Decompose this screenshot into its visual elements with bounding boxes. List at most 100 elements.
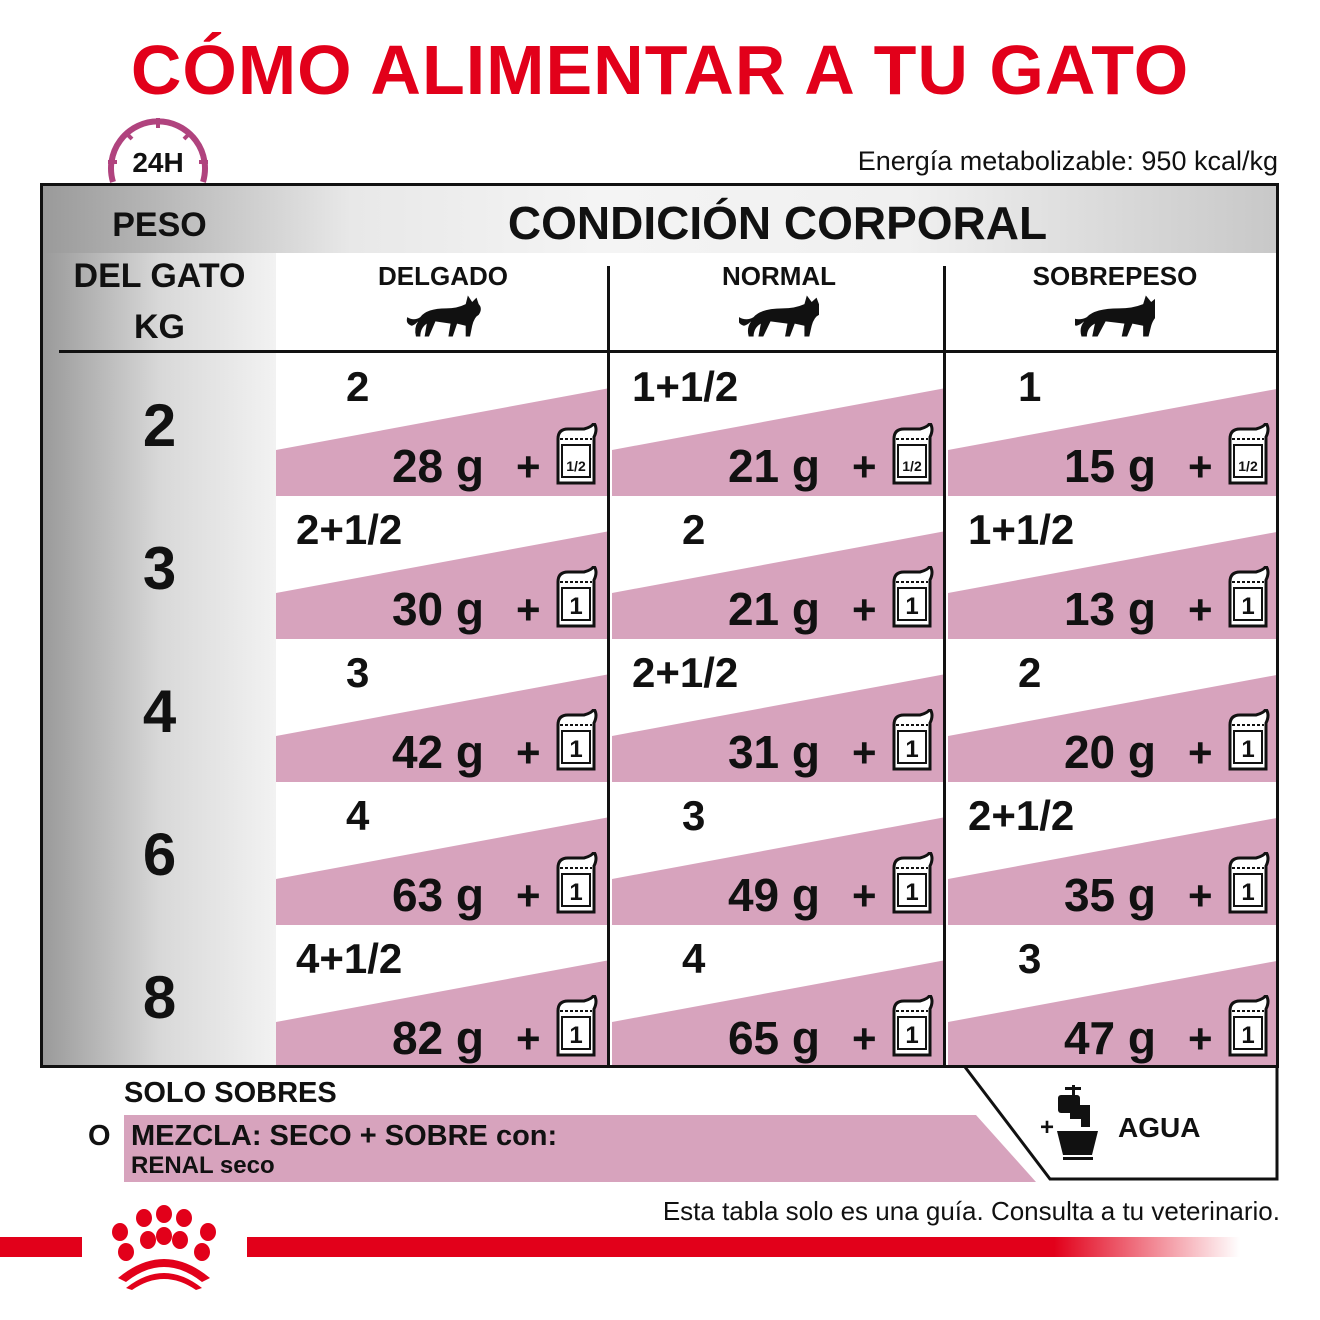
pouch-count: 2	[1018, 649, 1042, 696]
plus-sign: +	[1188, 872, 1213, 919]
solo-sobres-label: SOLO SOBRES	[124, 1077, 337, 1109]
pouch-amount: 1	[905, 593, 918, 620]
pouch-amount: 1	[905, 736, 918, 763]
pink-band	[612, 960, 946, 1065]
pink-band	[276, 388, 610, 496]
cat-weight: 3	[142, 535, 177, 602]
dry-grams: 63 g	[391, 869, 484, 921]
pouch-amount: 1	[569, 1022, 582, 1049]
plus-sign: +	[1188, 443, 1213, 490]
dry-grams: 21 g	[727, 583, 820, 635]
water-box: +	[963, 1065, 1279, 1181]
dry-grams: 15 g	[1063, 440, 1156, 492]
feeding-cell: 3 47 g +1	[948, 925, 1276, 1065]
feeding-cell: 3 42 g +1	[276, 639, 610, 782]
pouch-icon: 1	[1228, 566, 1270, 628]
pink-band	[948, 818, 1276, 925]
cat-silhouette-icon	[948, 293, 1276, 344]
plus-sign: +	[516, 443, 541, 490]
column-headers: DELGADO NORMAL SOBREPESO	[276, 253, 1276, 351]
pouch-amount: 1	[1241, 1022, 1254, 1049]
pink-band	[276, 674, 610, 782]
pouch-count: 2	[682, 506, 706, 553]
pouch-amount: 1	[569, 593, 582, 620]
pouch-count: 3	[1018, 935, 1042, 982]
pink-band	[276, 531, 610, 639]
plus-sign: +	[852, 443, 877, 490]
column-header-delgado: DELGADO	[378, 261, 508, 291]
dry-grams: 30 g	[391, 583, 484, 635]
cat-weight: 8	[142, 964, 177, 1031]
cat-weight: 4	[142, 678, 177, 745]
pouch-icon: 1	[556, 995, 598, 1057]
pouch-count: 3	[682, 792, 706, 839]
pouch-amount: 1	[905, 879, 918, 906]
pouch-icon: 1/2	[556, 423, 598, 485]
pouch-icon: 1	[892, 566, 934, 628]
pouch-count: 2+1/2	[632, 649, 739, 696]
feeding-cell: 2 28 g +1/2	[276, 353, 610, 496]
pouch-icon: 1/2	[892, 423, 934, 485]
or-label: O	[88, 1120, 111, 1152]
dry-grams: 28 g	[391, 440, 484, 492]
pouch-count: 2+1/2	[968, 792, 1075, 839]
pouch-icon: 1	[1228, 995, 1270, 1057]
dry-grams: 21 g	[727, 440, 820, 492]
plus-sign: +	[516, 872, 541, 919]
plus-sign: +	[1188, 586, 1213, 633]
feeding-cell: 2+1/2 30 g +1	[276, 496, 610, 639]
feeding-table: PESO DEL GATO KG CONDICIÓN CORPORAL DELG…	[40, 183, 1279, 1068]
column-header-sobrepeso: SOBREPESO	[1032, 261, 1198, 291]
weight-header: PESO DEL GATO KG	[43, 200, 276, 353]
header-divider	[59, 350, 1276, 353]
cat-weight: 2	[142, 392, 177, 459]
pink-band	[948, 532, 1276, 639]
plus-sign: +	[852, 729, 877, 776]
pink-band	[612, 531, 946, 639]
cat-weight: 6	[142, 821, 177, 888]
plus-sign: +	[516, 729, 541, 776]
pink-band	[276, 817, 610, 925]
water-plus: +	[1040, 1114, 1054, 1141]
plus-sign: +	[1188, 729, 1213, 776]
pouch-icon: 1	[1228, 709, 1270, 771]
pouch-icon: 1/2	[1228, 423, 1270, 485]
column-divider	[943, 266, 946, 1065]
pouch-icon: 1	[892, 995, 934, 1057]
pouch-icon: 1	[556, 852, 598, 914]
pouch-icon: 1	[556, 566, 598, 628]
pouch-count: 4	[346, 792, 370, 839]
pouch-count: 1+1/2	[632, 363, 739, 410]
pouch-count: 1+1/2	[968, 506, 1075, 553]
pouch-count: 2	[346, 363, 370, 410]
pouch-amount: 1/2	[1238, 458, 1258, 474]
pouch-amount: 1/2	[566, 458, 586, 474]
dry-grams: 47 g	[1063, 1012, 1156, 1064]
plus-sign: +	[852, 872, 877, 919]
dry-grams: 13 g	[1063, 583, 1156, 635]
plus-sign: +	[1188, 1015, 1213, 1062]
clock-label: 24H	[132, 147, 183, 178]
plus-sign: +	[516, 1015, 541, 1062]
water-label: AGUA	[1118, 1112, 1201, 1143]
disclaimer: Esta tabla solo es una guía. Consulta a …	[662, 1196, 1280, 1226]
pouch-icon: 1	[892, 852, 934, 914]
feeding-cell: 1 15 g +1/2	[948, 353, 1276, 496]
pouch-amount: 1	[1241, 736, 1254, 763]
mix-product-label: RENAL seco	[131, 1152, 275, 1179]
pouch-icon: 1	[892, 709, 934, 771]
pouch-icon: 1	[1228, 852, 1270, 914]
pouch-amount: 1	[569, 879, 582, 906]
feeding-cell: 2+1/2 31 g +1	[612, 639, 946, 782]
pink-band	[276, 960, 610, 1065]
feeding-cell: 3 49 g +1	[612, 782, 946, 925]
dry-grams: 35 g	[1063, 869, 1156, 921]
cat-silhouette-icon	[612, 293, 946, 344]
pouch-amount: 1	[905, 1022, 918, 1049]
pouch-count: 4	[682, 935, 706, 982]
feeding-cell: 2 21 g +1	[612, 496, 946, 639]
feeding-cell: 2 20 g +1	[948, 639, 1276, 782]
pouch-amount: 1	[1241, 593, 1254, 620]
mix-label: MEZCLA: SECO + SOBRE con:	[131, 1120, 558, 1152]
page-title: CÓMO ALIMENTAR A TU GATO	[130, 31, 1190, 109]
